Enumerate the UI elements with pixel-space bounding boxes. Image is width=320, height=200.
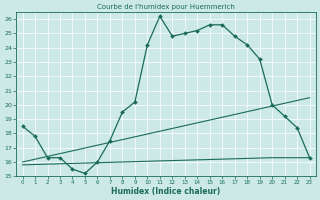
X-axis label: Humidex (Indice chaleur): Humidex (Indice chaleur): [111, 187, 221, 196]
Title: Courbe de l'humidex pour Huemmerich: Courbe de l'humidex pour Huemmerich: [97, 4, 235, 10]
